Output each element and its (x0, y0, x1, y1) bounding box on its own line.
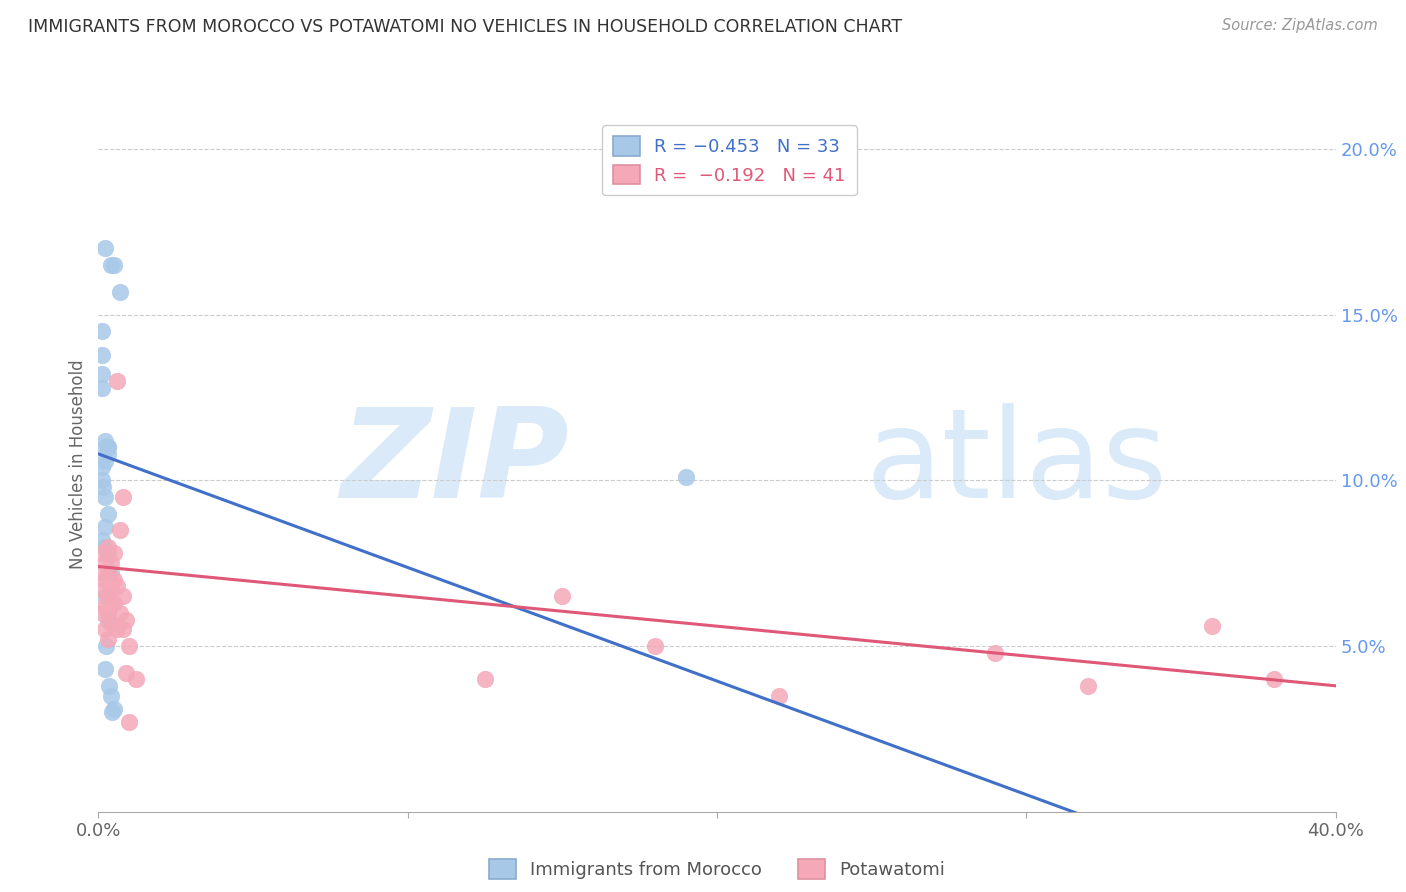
Point (105, 579, 128, 593)
Point (93, 599, 115, 614)
Point (100, 579, 122, 593)
Point (103, 258, 125, 272)
Point (93, 490, 115, 504)
Point (90, 582, 112, 597)
Point (91, 480, 114, 494)
Point (100, 258, 122, 272)
Point (108, 606, 131, 620)
Point (100, 566, 122, 581)
Point (93, 573, 115, 587)
Point (112, 623, 135, 637)
Point (112, 590, 135, 604)
Point (93, 590, 115, 604)
Point (124, 672, 146, 686)
Point (93, 440, 115, 454)
Point (103, 573, 125, 587)
Point (97, 566, 120, 581)
Point (103, 546, 125, 560)
Point (108, 523, 131, 537)
Point (100, 596, 122, 610)
Point (1077, 679, 1099, 693)
Point (93, 453, 115, 467)
Point (768, 689, 790, 703)
Point (93, 520, 115, 534)
Text: IMMIGRANTS FROM MOROCCO VS POTAWATOMI NO VEHICLES IN HOUSEHOLD CORRELATION CHART: IMMIGRANTS FROM MOROCCO VS POTAWATOMI NO… (28, 18, 903, 36)
Point (98, 679, 121, 693)
Point (90, 381, 112, 395)
Point (97, 590, 120, 604)
Point (93, 540, 115, 554)
Point (100, 615, 122, 630)
Point (103, 596, 125, 610)
Point (97, 440, 120, 454)
Point (474, 672, 496, 686)
Point (90, 474, 112, 488)
Point (118, 715, 141, 730)
Point (105, 374, 128, 388)
Point (93, 242, 115, 256)
Point (115, 665, 138, 680)
Point (90, 566, 112, 581)
Point (115, 613, 138, 627)
Point (93, 662, 115, 676)
Point (90, 324, 112, 338)
Point (112, 490, 135, 504)
Point (97, 540, 120, 554)
Point (90, 606, 112, 620)
Point (93, 623, 115, 637)
Point (90, 533, 112, 547)
Point (90, 546, 112, 560)
Text: ZIP: ZIP (340, 403, 568, 524)
Point (97, 447, 120, 461)
Point (97, 606, 120, 620)
Point (90, 368, 112, 382)
Point (90, 460, 112, 475)
Point (644, 639, 666, 653)
Point (103, 702, 125, 716)
Point (675, 470, 697, 484)
Text: Source: ZipAtlas.com: Source: ZipAtlas.com (1222, 18, 1378, 33)
Legend: Immigrants from Morocco, Potawatomi: Immigrants from Morocco, Potawatomi (481, 852, 953, 886)
Text: atlas: atlas (866, 403, 1167, 524)
Point (100, 689, 122, 703)
Point (105, 623, 128, 637)
Point (551, 590, 574, 604)
Point (93, 556, 115, 570)
Point (93, 434, 115, 448)
Point (97, 632, 120, 647)
Point (97, 440, 120, 454)
Point (100, 556, 122, 570)
Point (97, 507, 120, 521)
Point (101, 706, 124, 720)
Point (97, 613, 120, 627)
Point (984, 646, 1007, 660)
Point (96, 639, 118, 653)
Point (108, 285, 131, 299)
Point (97, 546, 120, 560)
Y-axis label: No Vehicles in Household: No Vehicles in Household (69, 359, 87, 569)
Point (1263, 672, 1285, 686)
Point (1201, 619, 1223, 633)
Point (90, 347, 112, 361)
Point (118, 639, 141, 653)
